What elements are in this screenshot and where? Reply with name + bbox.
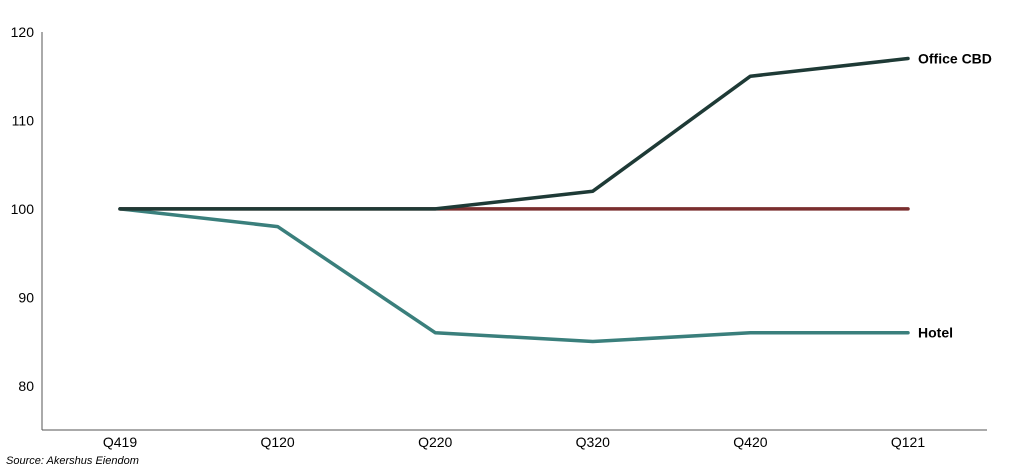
series-line bbox=[118, 207, 910, 344]
x-tick-label: Q420 bbox=[733, 434, 767, 450]
source-note: Source: Akershus Eiendom bbox=[6, 455, 139, 467]
y-tick-label: 90 bbox=[18, 289, 34, 305]
x-tick-label: Q121 bbox=[891, 434, 925, 450]
x-tick-label: Q320 bbox=[576, 434, 610, 450]
x-tick-label: Q419 bbox=[103, 434, 137, 450]
series-label: Hotel bbox=[918, 325, 953, 341]
y-tick-label: 100 bbox=[11, 201, 35, 217]
y-tick-label: 120 bbox=[11, 24, 35, 40]
x-tick-label: Q220 bbox=[418, 434, 452, 450]
x-tick-label: Q120 bbox=[260, 434, 294, 450]
y-tick-label: 80 bbox=[18, 378, 34, 394]
series-label: Office CBD bbox=[918, 51, 992, 67]
series-line bbox=[118, 56, 910, 211]
y-tick-label: 110 bbox=[12, 112, 35, 128]
